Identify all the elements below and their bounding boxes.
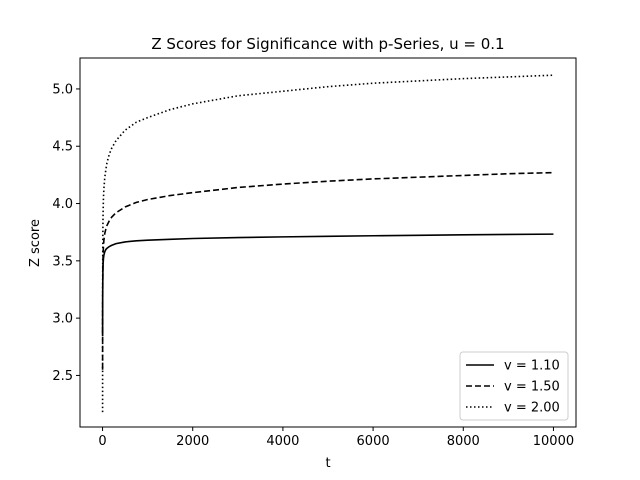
x-tick-label: 6000 (357, 434, 390, 449)
legend-label-3: v = 2.00 (504, 401, 560, 416)
series-line-2 (101, 171, 554, 370)
legend-label-2: v = 1.50 (504, 380, 560, 395)
legend-box (459, 351, 569, 421)
x-axis-label: t (325, 456, 330, 471)
legend-entries: v = 1.10 v = 1.50 v = 2.00 (466, 359, 560, 416)
x-tick-label: 2000 (176, 434, 209, 449)
x-tick-label: 0 (98, 434, 106, 449)
y-axis-label: Z score (28, 219, 43, 267)
axes-frame (79, 57, 577, 428)
x-tick-label: 10000 (533, 434, 574, 449)
y-tick-label: 4.0 (52, 197, 73, 212)
y-tick-label: 5.0 (52, 82, 73, 97)
plot-area (79, 57, 577, 428)
series-layer (101, 74, 554, 413)
x-axis: 0 2000 4000 6000 8000 10000 (98, 427, 574, 449)
chart-title: Z Scores for Significance with p-Series,… (151, 35, 504, 53)
y-tick-label: 3.5 (52, 254, 73, 269)
y-tick-label: 2.5 (52, 369, 73, 384)
y-tick-label: 4.5 (52, 140, 73, 155)
x-tick-label: 8000 (447, 434, 480, 449)
x-tick-label: 4000 (266, 434, 299, 449)
legend: v = 1.10 v = 1.50 v = 2.00 (459, 351, 569, 421)
y-axis: 2.5 3.0 3.5 4.0 4.5 5.0 (52, 82, 80, 384)
y-tick-label: 3.0 (52, 312, 73, 327)
legend-label-1: v = 1.10 (504, 359, 560, 374)
